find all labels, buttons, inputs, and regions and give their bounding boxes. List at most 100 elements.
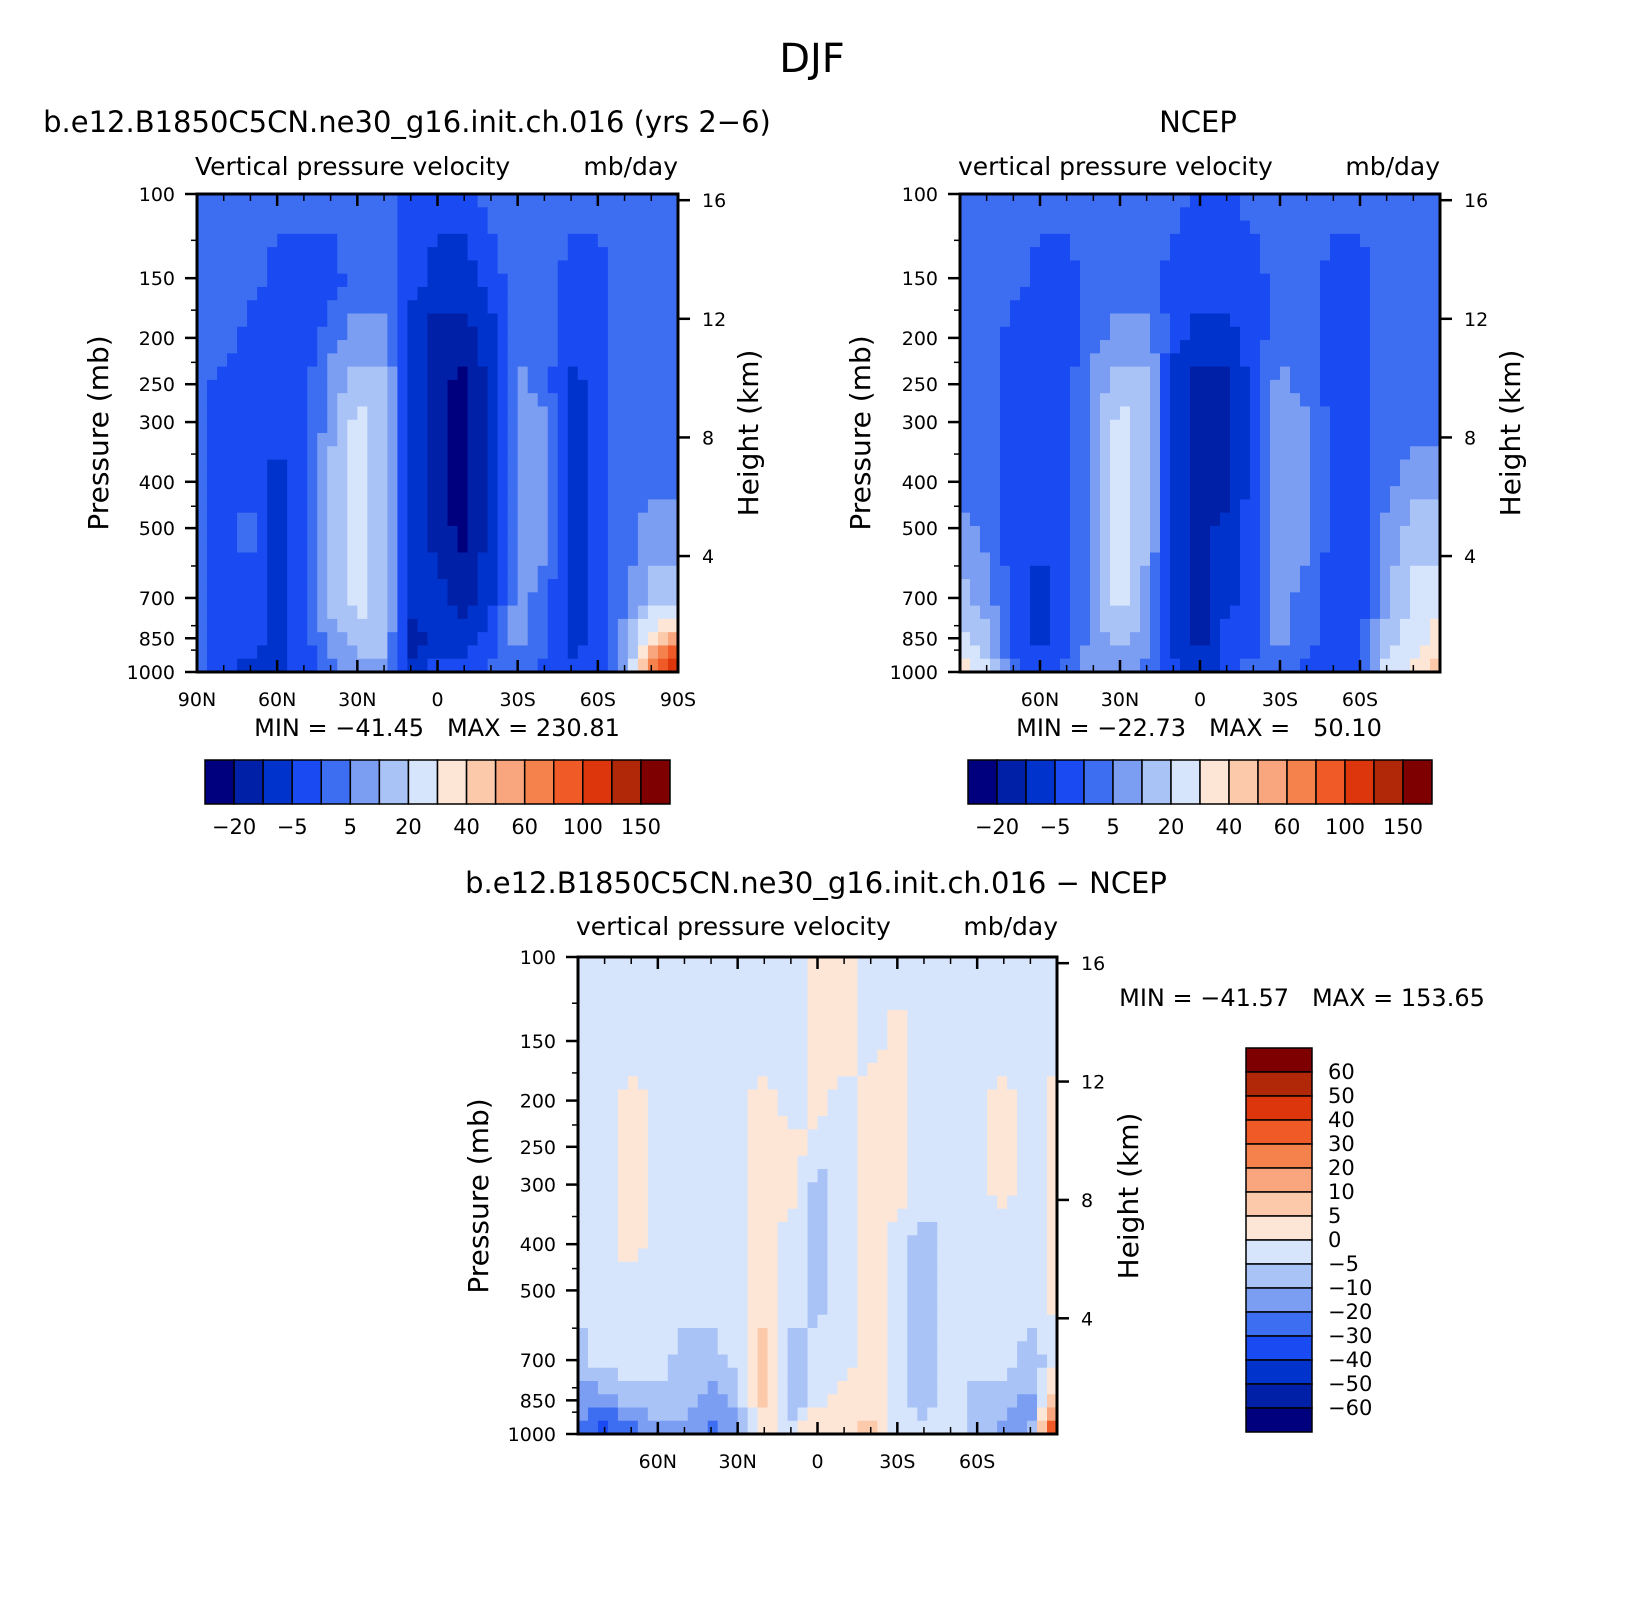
contour-cell: [927, 1275, 938, 1289]
contour-cell: [1390, 433, 1401, 447]
contour-cell: [847, 1222, 859, 1236]
contour-cell: [1320, 486, 1331, 500]
contour-cell: [980, 658, 991, 673]
contour-cell: [667, 1155, 679, 1170]
contour-cell: [1060, 446, 1071, 461]
contour-cell: [1040, 552, 1051, 567]
contour-cell: [267, 233, 278, 248]
contour-cell: [827, 1182, 839, 1197]
contour-cell: [627, 539, 639, 554]
contour-cell: [617, 592, 629, 607]
contour-cell: [717, 1275, 729, 1289]
contour-cell: [980, 260, 991, 275]
contour-cell: [1240, 273, 1251, 288]
contour-cell: [1420, 366, 1431, 381]
contour-cell: [597, 499, 609, 514]
contour-cell: [427, 433, 439, 447]
contour-cell: [597, 1367, 609, 1382]
contour-cell: [277, 379, 288, 394]
contour-cell: [1230, 393, 1241, 408]
contour-cell: [617, 433, 629, 447]
contour-cell: [377, 419, 388, 434]
contour-cell: [1110, 393, 1121, 408]
contour-cell: [737, 1049, 749, 1064]
contour-cell: [1110, 618, 1121, 633]
contour-cell: [657, 1275, 669, 1289]
model-stats: MIN = −41.45 MAX = 230.81: [254, 714, 620, 742]
contour-cell: [1130, 618, 1141, 633]
contour-cell: [1080, 300, 1091, 315]
contour-cell: [578, 1381, 589, 1395]
contour-cell: [527, 419, 539, 434]
contour-cell: [567, 552, 579, 567]
contour-cell: [1290, 366, 1301, 381]
contour-cell: [970, 605, 981, 620]
contour-cell: [437, 313, 449, 328]
contour-cell: [727, 1142, 739, 1157]
contour-cell: [1110, 313, 1121, 328]
contour-cell: [347, 605, 358, 620]
contour-cell: [687, 1420, 699, 1435]
contour-cell: [307, 579, 318, 593]
contour-cell: [1260, 366, 1271, 381]
contour-cell: [517, 579, 529, 593]
contour-cell: [1310, 525, 1321, 540]
contour-cell: [257, 658, 268, 673]
contour-cell: [347, 313, 358, 328]
contour-cell: [1150, 313, 1161, 328]
contour-cell: [1190, 313, 1201, 328]
contour-cell: [1060, 605, 1071, 620]
contour-cell: [547, 220, 559, 235]
contour-cell: [467, 565, 479, 580]
contour-cell: [707, 996, 719, 1011]
contour-cell: [757, 1341, 769, 1356]
contour-cell: [367, 340, 378, 354]
contour-cell: [657, 1063, 669, 1077]
contour-cell: [527, 326, 539, 341]
contour-cell: [1180, 565, 1191, 580]
contour-cell: [1170, 433, 1181, 447]
contour-cell: [917, 1142, 928, 1157]
contour-cell: [427, 326, 439, 341]
contour-cell: [1050, 499, 1061, 514]
contour-cell: [1260, 539, 1271, 554]
contour-cell: [647, 1235, 659, 1250]
contour-cell: [1050, 645, 1061, 660]
contour-cell: [747, 1248, 759, 1263]
contour-cell: [297, 379, 308, 394]
contour-cell: [547, 632, 559, 647]
contour-cell: [1330, 605, 1341, 620]
contour-cell: [247, 340, 258, 354]
contour-cell: [317, 340, 328, 354]
contour-cell: [637, 1195, 649, 1210]
contour-cell: [797, 1036, 809, 1051]
contour-cell: [587, 1195, 599, 1210]
contour-cell: [707, 1301, 719, 1316]
contour-cell: [1410, 419, 1421, 434]
contour-cell: [1160, 486, 1171, 500]
contour-cell: [1040, 207, 1051, 222]
contour-cell: [1380, 300, 1391, 315]
contour-cell: [927, 1169, 938, 1183]
contour-cell: [887, 1116, 898, 1130]
contour-cell: [877, 1328, 888, 1342]
contour-cell: [1030, 525, 1041, 540]
contour-cell: [707, 1394, 719, 1409]
contour-cell: [1120, 273, 1131, 288]
contour-cell: [757, 1023, 769, 1038]
contour-cell: [1340, 539, 1351, 554]
contour-cell: [777, 1275, 789, 1289]
contour-cell: [1430, 406, 1441, 421]
contour-cell: [387, 459, 399, 474]
x-tick-label: 30S: [500, 689, 536, 711]
contour-cell: [437, 499, 449, 514]
contour-cell: [467, 286, 479, 301]
contour-cell: [827, 1169, 839, 1183]
contour-cell: [767, 1420, 779, 1435]
contour-cell: [1390, 233, 1401, 248]
contour-cell: [917, 1063, 928, 1077]
contour-cell: [687, 1314, 699, 1329]
contour-cell: [307, 313, 318, 328]
contour-cell: [567, 419, 579, 434]
contour-cell: [1010, 300, 1021, 315]
